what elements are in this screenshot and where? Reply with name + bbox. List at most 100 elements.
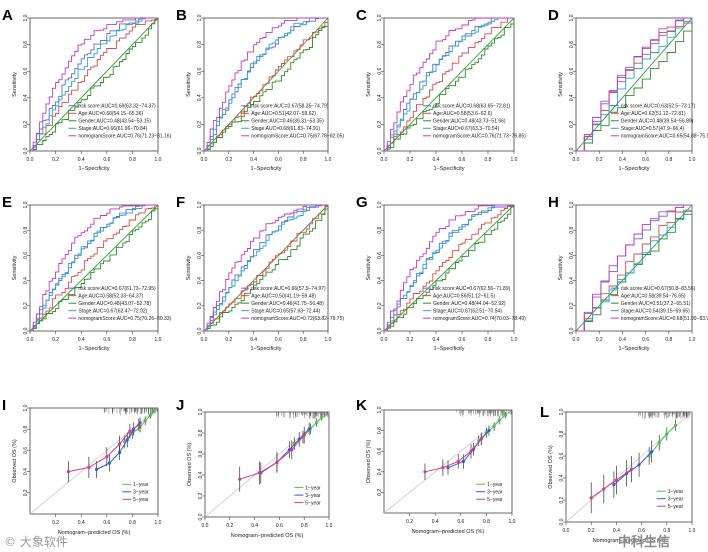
legend-entry: risk score:AUC=0.66(57.9−74.97) xyxy=(251,286,326,292)
y-tick-label: 1.0 xyxy=(197,201,203,208)
y-tick-label: 0.0 xyxy=(23,327,29,334)
legend-entry: risk score:AUC=0.68(63.65−72.81) xyxy=(433,104,511,110)
x-tick-label: 1.0 xyxy=(155,157,162,163)
y-axis-title: Sensitivity xyxy=(558,72,564,97)
legend-entry: 1−year xyxy=(133,482,149,488)
y-tick-label: 1.0 xyxy=(559,408,565,415)
y-tick-label: 0.8 xyxy=(23,41,29,48)
legend-entry: 3−year xyxy=(133,490,149,496)
x-tick-label: 1.0 xyxy=(155,337,162,343)
calibration-line-1-year xyxy=(648,424,676,457)
y-axis-title: Sensitivity xyxy=(558,255,564,280)
y-tick-label: 0.8 xyxy=(23,426,29,433)
y-tick-label: 0.2 xyxy=(23,489,29,496)
calibration-point-5-year xyxy=(137,423,141,427)
x-tick-label: 1.0 xyxy=(325,337,332,343)
x-tick-label: 0.2 xyxy=(407,157,414,163)
calibration-point-3-year xyxy=(94,467,99,472)
y-tick-label: 0.0 xyxy=(377,147,383,154)
calibration-point-5-year xyxy=(128,429,132,433)
x-tick-label: 0.6 xyxy=(459,337,466,343)
x-tick-label: 1.0 xyxy=(511,157,518,163)
calibration-point-3-year xyxy=(461,459,465,464)
x-tick-label: 0.6 xyxy=(459,157,466,163)
roc-curve-stage xyxy=(576,18,693,152)
y-tick-label: 0.0 xyxy=(377,327,383,334)
x-tick-label: 0.6 xyxy=(275,337,282,343)
x-tick-label: 0.8 xyxy=(129,337,136,343)
calibration-line-5-year xyxy=(590,468,632,499)
x-tick-label: 0.6 xyxy=(276,523,283,529)
roc-curve-stage xyxy=(384,17,514,152)
y-tick-label: 0.4 xyxy=(377,277,383,284)
reference-diagonal xyxy=(383,204,515,332)
y-tick-label: 1.0 xyxy=(377,14,383,21)
y-tick-label: 0.8 xyxy=(377,41,383,48)
x-tick-label: 0.8 xyxy=(663,528,670,534)
y-tick-label: 0.2 xyxy=(23,302,29,309)
roc-curve-gender xyxy=(204,18,329,152)
x-tick-label: 0.4 xyxy=(78,157,85,163)
roc-curve-stage xyxy=(576,205,693,332)
roc-panel-h: 0.0 0.0 0.2 0.2 0.4 0.4 0.6 0.6 0.8 0.8 1.0 1.0 1−Sp… xyxy=(558,201,708,352)
y-tick-label: 0.6 xyxy=(377,68,383,75)
calibration-point-5-year xyxy=(479,437,483,441)
reference-diagonal xyxy=(575,17,693,152)
calibration-point-5-year xyxy=(614,478,619,482)
roc-panel-a: 0.0 0.0 0.2 0.2 0.4 0.4 0.6 0.6 0.8 0.8 1.0 1.0 1−Sp… xyxy=(12,14,172,172)
panel-label-i: I xyxy=(2,397,6,414)
x-tick-label: 0.0 xyxy=(563,528,570,534)
y-tick-label: 0.6 xyxy=(23,68,29,75)
roc-curve-nomogramscore xyxy=(30,204,158,332)
legend-entry: Stage:AUC=0.65(57.63−72.44) xyxy=(251,308,320,314)
calibration-point-1-year xyxy=(315,420,319,425)
y-tick-label: 0.2 xyxy=(197,121,203,128)
y-tick-label: 0.4 xyxy=(377,94,383,101)
roc-curve-nomogramscore xyxy=(30,17,158,152)
panel-label-b: B xyxy=(176,7,187,24)
legend-entry: Age:AUC=0.51(42.07−59.62) xyxy=(251,111,316,117)
x-tick-label: 0.2 xyxy=(52,520,59,526)
panel-label-c: C xyxy=(356,7,367,24)
y-tick-label: 0.6 xyxy=(23,252,29,259)
roc-curve-gender xyxy=(384,205,515,332)
y-tick-label: 0.0 xyxy=(559,518,565,525)
calibration-panel-l: 0.0 0.0 0.2 0.2 0.4 0.4 0.6 0.6 0.8 0.8 1.0 1.0 Nomo… xyxy=(548,408,696,544)
legend-entry: nomogramScore:AUC=0.72(63.82−79.75) xyxy=(251,316,344,322)
legend-entry: Stage:AUC=0.68(61.83−74.91) xyxy=(251,126,320,132)
calibration-point-3-year xyxy=(446,466,450,470)
roc-panel-f: 0.0 0.0 0.2 0.2 0.4 0.4 0.6 0.6 0.8 0.8 1.0 1.0 1−Sp… xyxy=(186,201,344,352)
roc-curve-nomogramscore xyxy=(576,204,692,332)
y-axis-title: Observed OS (%) xyxy=(12,439,18,483)
legend-entry: Age:AUC=0.62(51.12−72.81) xyxy=(621,111,686,117)
legend-entry: risk score:AUC=0.67(58.35−74.79) xyxy=(251,104,329,110)
legend-entry: Gender:AUC=0.48(43.73−51.66) xyxy=(433,119,506,125)
x-axis-title: 1−Specificity xyxy=(250,346,281,352)
calibration-point-5-year xyxy=(602,487,606,491)
y-tick-label: 0.2 xyxy=(197,302,203,309)
legend-entry: nomogramScore:AUC=0.75(70.26−80.33) xyxy=(78,316,171,322)
y-axis-title: Observed OS (%) xyxy=(187,443,193,487)
x-tick-label: 1.0 xyxy=(326,523,333,529)
x-tick-label: 0.4 xyxy=(78,520,85,526)
roc-curve-nomogramscore xyxy=(204,204,328,332)
x-tick-label: 0.8 xyxy=(300,337,307,343)
roc-curve-age xyxy=(576,205,693,332)
y-tick-label: 1.0 xyxy=(377,201,383,208)
x-tick-label: 0.2 xyxy=(225,157,232,163)
x-axis-title: Nomogram−predicted OS (%) xyxy=(231,533,304,539)
x-tick-label: 0.2 xyxy=(225,337,232,343)
calibration-point-5-year xyxy=(302,433,306,437)
legend-entry: Gender:AUC=0.48(39.54−56.89) xyxy=(621,119,694,125)
roc-curve-gender xyxy=(30,205,159,332)
legend-entry: 3−year xyxy=(305,493,321,499)
legend-entry: Stage:AUC=0.66(61.96−70.84) xyxy=(78,126,147,132)
calibration-point-5-year xyxy=(275,460,279,464)
y-tick-label: 0.6 xyxy=(23,447,29,454)
roc-curve-age xyxy=(384,205,515,332)
calibration-point-3-year xyxy=(637,463,641,467)
calibration-point-3-year xyxy=(307,427,311,431)
y-tick-label: 0.8 xyxy=(377,427,383,434)
legend-entry: nomogramScore:AUC=0.76(71.23−81.16) xyxy=(78,134,171,140)
legend-entry: risk score:AUC=0.67(50.8−83.56) xyxy=(621,286,696,292)
